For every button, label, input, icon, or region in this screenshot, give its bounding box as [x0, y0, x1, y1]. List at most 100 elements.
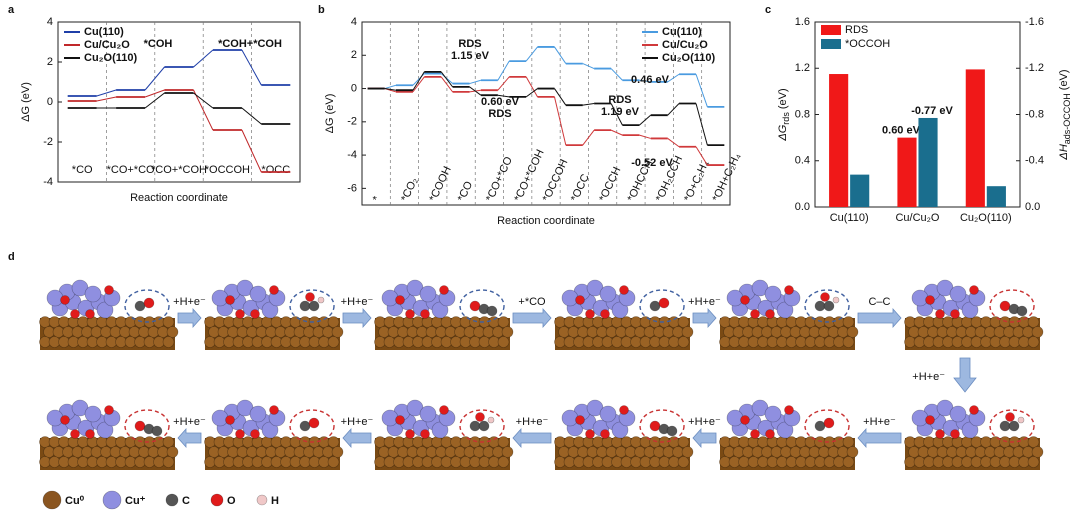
connector: [525, 76, 538, 98]
connector: [469, 86, 482, 96]
connector: [695, 103, 708, 146]
legend-atom: [165, 493, 179, 507]
panel-label: d: [8, 251, 15, 263]
bar: [965, 69, 985, 207]
adsorbate-outline: [639, 289, 685, 323]
axis-title-unit: (eV): [777, 88, 789, 109]
bar: [850, 174, 870, 207]
arrow-label: +H+e⁻: [516, 416, 549, 428]
legend-label: Cu₂O(110): [84, 52, 138, 64]
connector: [639, 114, 652, 126]
h-atom: [317, 296, 325, 304]
arrow-label: +H+e⁻: [341, 296, 374, 308]
cu0-atom: [1027, 436, 1040, 448]
c-atom: [814, 300, 826, 312]
connector: [193, 89, 214, 131]
connector: [582, 63, 595, 70]
connector: [412, 76, 425, 93]
arrow-label: +H+e⁻: [863, 416, 896, 428]
step-arrow: [342, 307, 372, 329]
connector: [144, 92, 165, 109]
step-arrow: [692, 307, 717, 329]
connector: [554, 88, 567, 106]
c-atom: [666, 425, 678, 437]
panel-label: b: [318, 4, 325, 16]
cu0-atom: [1031, 446, 1044, 458]
cu-plus-atom: [599, 405, 617, 423]
x-category: Cu₂O(110): [960, 212, 1012, 224]
annotation: RDS: [488, 108, 511, 120]
connector: [384, 84, 397, 90]
c-atom: [299, 420, 311, 432]
arrow-label: +*CO: [518, 296, 546, 308]
x-category: *OCCH: [597, 165, 623, 203]
y2-tick-label: -0.4: [1025, 155, 1044, 167]
cu0-atom: [842, 456, 855, 468]
o-atom: [420, 429, 430, 439]
annotation: *COH: [144, 38, 173, 50]
legend-atom: [256, 494, 268, 506]
step-arrow: [177, 427, 202, 449]
y-tick-label: 1.2: [795, 62, 810, 74]
step-arrow: [342, 427, 372, 449]
connector: [554, 46, 567, 64]
cu-plus-atom: [211, 289, 229, 307]
o-atom: [999, 300, 1011, 312]
plot-frame: [361, 21, 731, 206]
o-atom: [765, 309, 775, 319]
connector: [193, 49, 214, 68]
x-category: *CO: [456, 179, 476, 203]
y-tick-label: 2: [351, 49, 357, 61]
cu-plus-atom: [381, 409, 399, 427]
cu-plus-atom: [611, 301, 629, 319]
o-atom: [395, 295, 405, 305]
connector: [241, 49, 262, 86]
cu-plus-atom: [764, 405, 782, 423]
legend-label: RDS: [845, 24, 868, 36]
step-arrow: [512, 427, 552, 449]
o-atom: [740, 415, 750, 425]
connector: [525, 46, 538, 62]
o-atom: [925, 415, 935, 425]
cu0-atom: [162, 456, 175, 468]
cu0-atom: [842, 336, 855, 348]
legend-atom: [102, 490, 122, 510]
bar: [918, 117, 938, 207]
o-atom: [658, 297, 670, 309]
adsorbate-outline: [804, 289, 850, 323]
o-atom: [60, 295, 70, 305]
connector: [610, 68, 623, 81]
bar: [986, 186, 1006, 207]
o-atom: [784, 285, 794, 295]
c-atom: [478, 420, 490, 432]
x-category: *CO+*CO: [484, 155, 515, 204]
connector: [144, 89, 165, 98]
value-label: 0.60 eV: [882, 125, 921, 137]
adsorbate-outline: [289, 289, 335, 323]
connector: [667, 73, 680, 83]
o-atom: [395, 415, 405, 425]
o-atom: [85, 309, 95, 319]
o-atom: [104, 405, 114, 415]
o-atom: [475, 412, 485, 422]
arrow-label: +H+e⁻: [688, 416, 721, 428]
o-atom: [439, 405, 449, 415]
annotation: 0.46 eV: [631, 74, 670, 86]
o-atom: [85, 429, 95, 439]
o-atom: [235, 309, 245, 319]
o-atom: [104, 285, 114, 295]
o-atom: [925, 295, 935, 305]
connector: [639, 134, 651, 139]
o-atom: [935, 309, 945, 319]
legend-label: Cu/Cu₂O: [662, 39, 708, 51]
annotation: *COH+*COH: [218, 38, 282, 50]
bar: [897, 137, 917, 207]
o-atom: [250, 429, 260, 439]
o-atom: [225, 295, 235, 305]
y-tick-label: 0: [351, 82, 357, 94]
legend-label: C: [182, 495, 190, 507]
y-tick-label: 2: [47, 56, 53, 68]
o-atom: [585, 309, 595, 319]
o-atom: [305, 292, 315, 302]
connector: [469, 79, 482, 85]
